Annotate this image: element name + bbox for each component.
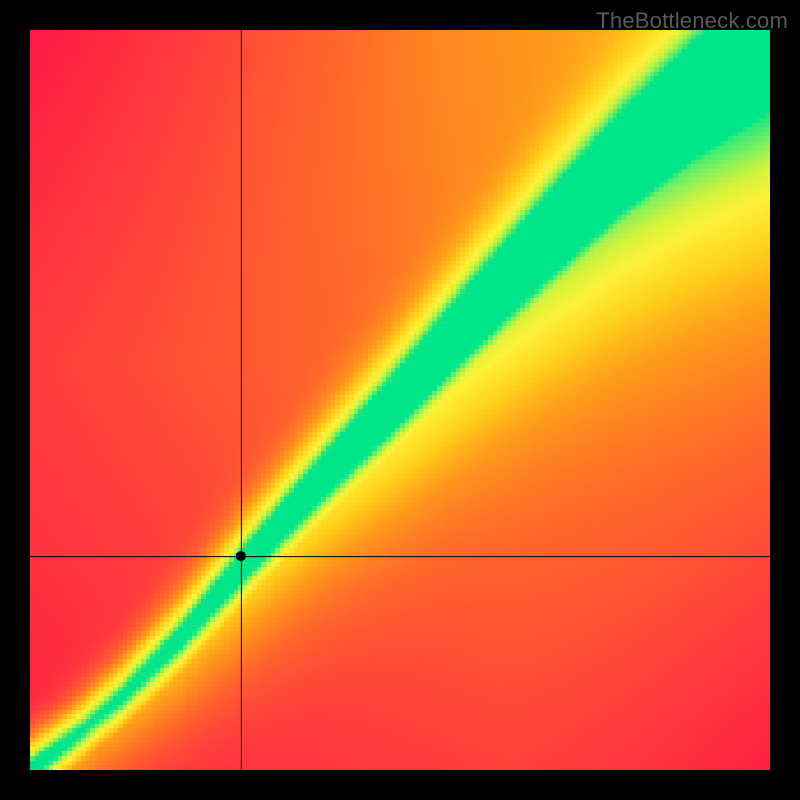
- bottleneck-heatmap: [0, 0, 800, 800]
- chart-container: { "watermark": { "text": "TheBottleneck.…: [0, 0, 800, 800]
- watermark-text: TheBottleneck.com: [596, 8, 788, 34]
